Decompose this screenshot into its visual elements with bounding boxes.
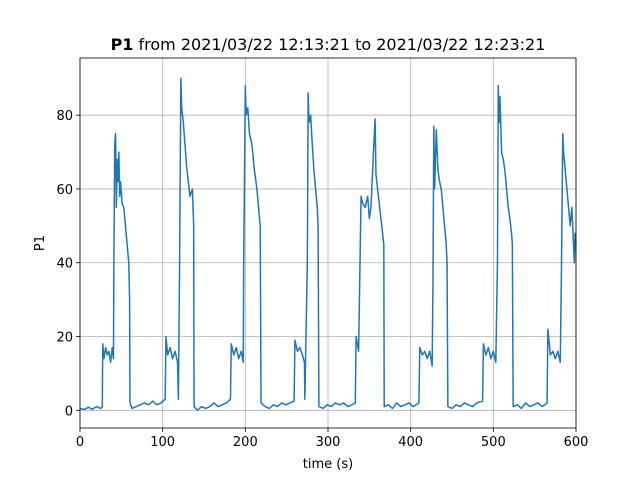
x-axis-label: time (s) [303,457,353,472]
y-tick-label: 80 [56,109,73,124]
x-tick-label: 600 [564,435,589,450]
y-tick-label: 20 [56,331,73,346]
x-tick-label: 200 [233,435,258,450]
x-tick-label: 500 [481,435,506,450]
chart-title: P1 from 2021/03/22 12:13:21 to 2021/03/2… [111,35,546,54]
x-tick-label: 100 [150,435,175,450]
x-tick-label: 300 [316,435,341,450]
plot-frame [79,57,577,429]
data-line [79,77,577,412]
title-text: from 2021/03/22 12:13:21 to 2021/03/22 1… [139,35,546,54]
y-tick-label: 40 [56,257,73,272]
title-variable: P1 [111,35,134,54]
y-tick-label: 0 [65,404,73,419]
x-tick-label: 400 [398,435,423,450]
y-tick-label: 60 [56,183,73,198]
y-axis-label: P1 [33,235,48,251]
x-tick-label: 0 [76,435,84,450]
